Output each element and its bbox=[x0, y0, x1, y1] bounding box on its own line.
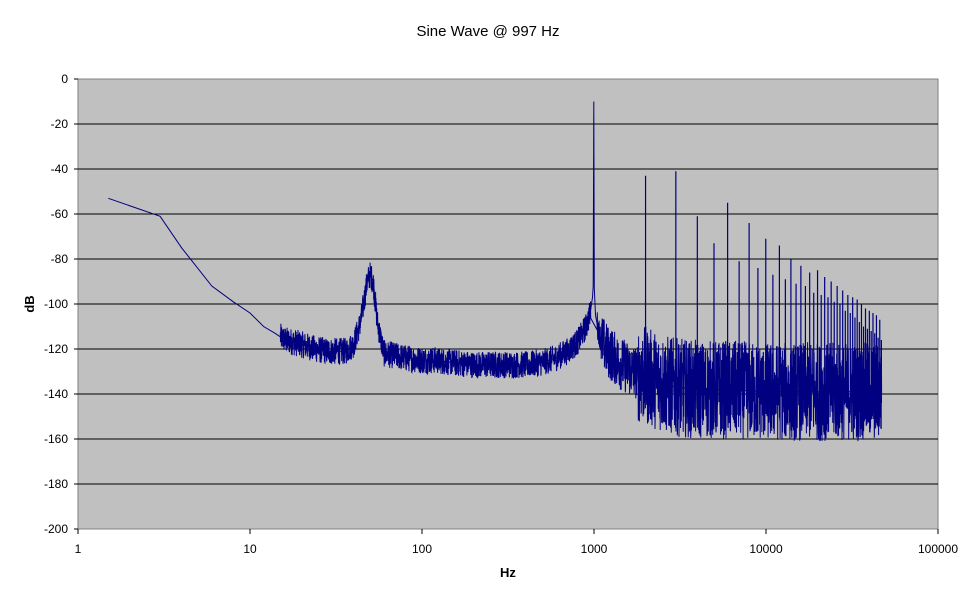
y-tick-label: -80 bbox=[51, 252, 69, 266]
y-tick-label: 0 bbox=[61, 72, 68, 86]
y-tick-label: -60 bbox=[51, 207, 69, 221]
y-tick-label: -200 bbox=[44, 522, 68, 536]
x-axis-ticks: 1 10 100 1000 10000 100000 bbox=[75, 529, 958, 556]
y-tick-label: -20 bbox=[51, 117, 69, 131]
y-axis-label: dB bbox=[22, 295, 37, 312]
x-tick-label: 100 bbox=[412, 542, 432, 556]
y-tick-label: -140 bbox=[44, 387, 68, 401]
y-tick-label: -180 bbox=[44, 477, 68, 491]
series-line bbox=[108, 101, 882, 393]
y-tick-label: -120 bbox=[44, 342, 68, 356]
x-tick-label: 1 bbox=[75, 542, 82, 556]
y-axis-ticks: 0 -20 -40 -60 -80 -100 -120 -140 -160 -180 -200 bbox=[44, 72, 78, 536]
chart-title: Sine Wave @ 997 Hz bbox=[416, 23, 559, 40]
x-tick-label: 1000 bbox=[581, 542, 608, 556]
noise-floor bbox=[279, 262, 883, 442]
x-tick-label: 10000 bbox=[749, 542, 783, 556]
y-tick-label: -160 bbox=[44, 432, 68, 446]
y-tick-label: -40 bbox=[51, 162, 69, 176]
y-tick-label: -100 bbox=[44, 297, 68, 311]
x-tick-label: 100000 bbox=[918, 542, 958, 556]
harmonic-peaks bbox=[644, 171, 882, 403]
x-tick-label: 10 bbox=[243, 542, 257, 556]
x-axis-label: Hz bbox=[500, 565, 516, 580]
